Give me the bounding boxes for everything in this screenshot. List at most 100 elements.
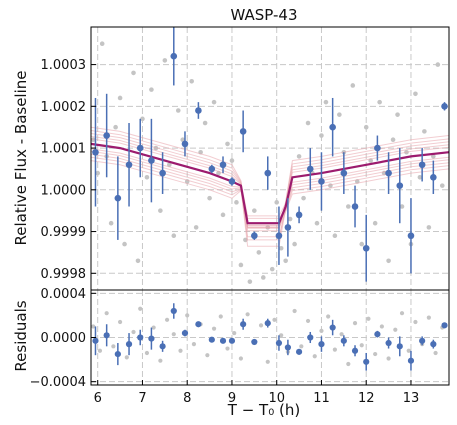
- residual-raw-point: [117, 319, 123, 325]
- raw-data-point: [193, 225, 199, 230]
- residual-panel: −0.0004 0.0000 0.0004 6 7 8 9 10 11 12 13: [30, 287, 450, 406]
- raw-data-point: [413, 91, 418, 97]
- binned-data-point: [351, 203, 359, 210]
- residual-raw-point: [111, 344, 116, 349]
- binned-data-point: [208, 165, 216, 173]
- top-ytick-label: 0.9998: [41, 267, 87, 282]
- raw-data-point: [189, 78, 194, 84]
- residual-binned-point: [264, 320, 271, 327]
- raw-data-point: [363, 124, 369, 130]
- model-draw-line: [90, 126, 450, 232]
- binned-data-point: [148, 157, 155, 164]
- raw-data-point: [207, 195, 212, 201]
- raw-data-point: [117, 95, 123, 101]
- top-ytick-label: 1.0002: [41, 100, 87, 115]
- binned-data-point: [275, 232, 283, 240]
- residual-binned-point: [374, 331, 381, 338]
- raw-data-point: [287, 216, 293, 222]
- raw-data-point: [225, 141, 230, 147]
- residual-xticks: 6 7 8 9 10 11 12 13: [94, 380, 419, 406]
- residual-binned-point: [307, 334, 314, 341]
- xtick-label: 6: [94, 391, 102, 406]
- residual-binned-point: [275, 339, 283, 347]
- residual-binned-point: [251, 338, 258, 346]
- residual-binned-point: [441, 322, 448, 329]
- raw-data-point: [113, 124, 118, 130]
- binned-data-point: [228, 178, 236, 185]
- residual-raw-point: [305, 318, 311, 324]
- raw-data-point: [247, 279, 253, 284]
- raw-data-point: [377, 99, 382, 105]
- binned-data-point: [418, 161, 426, 169]
- raw-data-point: [395, 112, 400, 117]
- top-ytick-label: 1.0000: [41, 183, 87, 198]
- residual-raw-point: [218, 314, 223, 319]
- residual-raw-point: [352, 321, 358, 326]
- binned-data-point: [295, 211, 303, 219]
- raw-data-point: [426, 225, 432, 230]
- best-fit-model-line: [90, 142, 450, 225]
- raw-data-point: [399, 204, 405, 209]
- raw-data-point: [122, 241, 127, 247]
- raw-data-point: [274, 200, 280, 205]
- raw-data-point: [346, 204, 351, 209]
- binned-data-point: [181, 140, 189, 148]
- residual-raw-point: [326, 314, 331, 319]
- residual-binned-point: [295, 348, 303, 355]
- residual-raw-point: [205, 353, 210, 358]
- top-panel: 0.9998 0.9999 1.0000 1.0001 1.0002 1.0003: [41, 26, 450, 291]
- residual-raw-point: [232, 330, 237, 336]
- binned-data-point: [92, 148, 99, 156]
- raw-data-point: [269, 266, 275, 272]
- residual-raw-point: [379, 324, 384, 329]
- raw-data-point: [167, 162, 172, 168]
- residual-binned-point: [181, 329, 189, 337]
- raw-data-point: [435, 62, 441, 67]
- binned-data-point: [284, 224, 292, 231]
- raw-data-point: [99, 41, 105, 46]
- residual-binned-point: [363, 358, 370, 365]
- residual-raw-point: [258, 323, 264, 328]
- residual-binned-point: [208, 336, 215, 343]
- residual-raw-point: [97, 348, 103, 353]
- chart-title: WASP-43: [230, 6, 297, 24]
- residual-gridlines: [91, 290, 449, 385]
- xtick-label: 11: [313, 391, 330, 406]
- binned-data-point: [318, 178, 325, 185]
- raw-data-point: [439, 183, 445, 188]
- raw-data-point: [372, 220, 378, 226]
- raw-data-point: [131, 70, 136, 76]
- top-ytick-label: 0.9999: [41, 225, 87, 240]
- raw-data-point: [332, 233, 338, 239]
- xtick-label: 8: [183, 391, 191, 406]
- residual-binned-point: [148, 335, 155, 342]
- residual-binned-point: [385, 339, 392, 347]
- residual-raw-point: [386, 356, 391, 361]
- residual-raw-point: [164, 317, 170, 322]
- binned-data-point: [396, 182, 404, 189]
- raw-data-point: [386, 258, 391, 264]
- residual-binned-point: [114, 350, 121, 358]
- binned-data-point: [170, 52, 178, 60]
- residual-raw-point: [138, 306, 143, 311]
- binned-data-point: [219, 161, 227, 169]
- raw-data-point: [305, 120, 311, 126]
- raw-data-point: [260, 275, 266, 280]
- raw-data-point: [301, 195, 306, 201]
- residual-binned-point: [284, 344, 291, 351]
- residual-y-axis-label: Residuals: [12, 300, 30, 371]
- residual-binned-point: [195, 321, 202, 328]
- residual-binned-point: [137, 334, 144, 341]
- binned-data-point: [239, 128, 247, 135]
- raw-data-point: [149, 87, 154, 92]
- binned-data-point: [441, 103, 448, 110]
- residual-binned-point: [407, 357, 415, 364]
- raw-data-point: [158, 208, 163, 213]
- residual-binned-point: [170, 307, 177, 315]
- raw-data-point: [252, 208, 257, 213]
- raw-data-point: [323, 99, 329, 105]
- residual-binned-point: [159, 343, 166, 350]
- residual-binned-points: [92, 303, 448, 371]
- raw-data-point: [314, 220, 320, 226]
